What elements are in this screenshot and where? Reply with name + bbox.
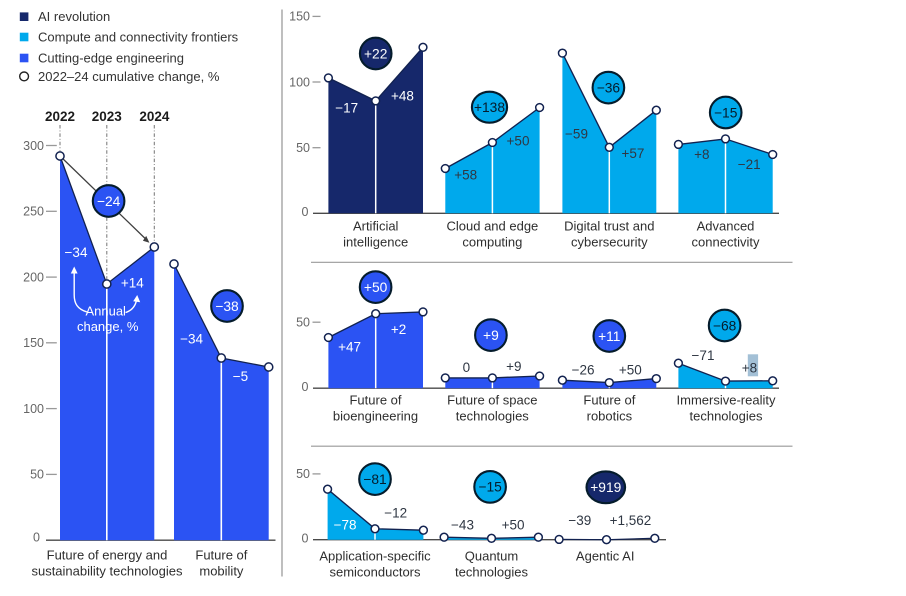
svg-text:Immersive-reality: Immersive-reality bbox=[677, 393, 776, 408]
svg-text:Compute and connectivity front: Compute and connectivity frontiers bbox=[38, 30, 239, 45]
svg-text:Future of: Future of bbox=[195, 548, 247, 563]
svg-text:intelligence: intelligence bbox=[343, 235, 408, 250]
svg-text:−36: −36 bbox=[597, 80, 621, 95]
svg-text:−15: −15 bbox=[478, 480, 502, 495]
svg-text:+8: +8 bbox=[742, 360, 757, 375]
svg-text:0: 0 bbox=[33, 531, 40, 545]
svg-text:technologies: technologies bbox=[455, 565, 528, 580]
svg-text:100: 100 bbox=[23, 402, 44, 416]
svg-text:Cloud and edge: Cloud and edge bbox=[446, 219, 538, 234]
svg-text:change, %: change, % bbox=[77, 319, 139, 334]
svg-text:+14: +14 bbox=[121, 276, 144, 291]
svg-text:Future of: Future of bbox=[583, 393, 635, 408]
svg-text:200: 200 bbox=[23, 270, 44, 284]
svg-text:Digital trust and: Digital trust and bbox=[564, 219, 654, 234]
svg-text:−34: −34 bbox=[180, 332, 203, 347]
svg-text:+11: +11 bbox=[598, 329, 620, 344]
svg-text:Agentic AI: Agentic AI bbox=[576, 549, 635, 564]
svg-text:technologies: technologies bbox=[456, 409, 529, 424]
svg-text:−24: −24 bbox=[97, 194, 121, 209]
svg-text:+57: +57 bbox=[621, 146, 644, 161]
svg-text:300: 300 bbox=[23, 139, 44, 153]
svg-text:Future of space: Future of space bbox=[447, 393, 537, 408]
svg-text:150: 150 bbox=[23, 336, 44, 350]
svg-text:50: 50 bbox=[30, 468, 44, 482]
svg-text:−34: −34 bbox=[65, 245, 88, 260]
svg-text:0: 0 bbox=[302, 380, 309, 394]
svg-text:+47: +47 bbox=[338, 339, 361, 354]
svg-text:50: 50 bbox=[296, 467, 310, 481]
svg-text:−39: −39 bbox=[568, 513, 591, 528]
svg-text:Annual: Annual bbox=[85, 304, 126, 319]
svg-text:−12: −12 bbox=[384, 505, 407, 520]
svg-text:−38: −38 bbox=[215, 299, 239, 314]
svg-text:−21: −21 bbox=[738, 157, 761, 172]
svg-text:50: 50 bbox=[296, 141, 310, 155]
svg-text:connectivity: connectivity bbox=[692, 235, 760, 250]
svg-text:−71: −71 bbox=[692, 348, 715, 363]
svg-text:+138: +138 bbox=[474, 100, 505, 115]
svg-text:Application-specific: Application-specific bbox=[319, 549, 431, 564]
svg-text:−81: −81 bbox=[363, 472, 386, 487]
svg-text:+50: +50 bbox=[502, 518, 525, 533]
svg-text:150: 150 bbox=[289, 10, 310, 24]
svg-text:0: 0 bbox=[302, 205, 309, 219]
svg-text:Artificial: Artificial bbox=[353, 219, 399, 234]
svg-text:−59: −59 bbox=[565, 127, 588, 142]
svg-text:+919: +919 bbox=[590, 480, 621, 495]
svg-text:AI revolution: AI revolution bbox=[38, 9, 110, 24]
svg-text:Quantum: Quantum bbox=[465, 549, 518, 564]
svg-text:+2: +2 bbox=[391, 322, 406, 337]
svg-text:2022: 2022 bbox=[45, 109, 75, 124]
svg-text:technologies: technologies bbox=[690, 409, 763, 424]
svg-text:bioengineering: bioengineering bbox=[333, 409, 418, 424]
svg-text:−15: −15 bbox=[714, 105, 738, 120]
svg-text:computing: computing bbox=[462, 235, 522, 250]
svg-text:+50: +50 bbox=[619, 362, 642, 377]
svg-text:2022–24 cumulative change, %: 2022–24 cumulative change, % bbox=[38, 69, 220, 84]
svg-text:semiconductors: semiconductors bbox=[329, 565, 421, 580]
svg-text:+58: +58 bbox=[454, 168, 477, 183]
svg-text:−17: −17 bbox=[335, 100, 358, 115]
svg-text:Cutting-edge engineering: Cutting-edge engineering bbox=[38, 51, 184, 66]
svg-text:+9: +9 bbox=[483, 328, 499, 343]
svg-text:+9: +9 bbox=[506, 359, 521, 374]
svg-text:+8: +8 bbox=[694, 147, 709, 162]
svg-text:Future of: Future of bbox=[349, 393, 401, 408]
svg-text:−68: −68 bbox=[713, 318, 737, 333]
svg-text:Advanced: Advanced bbox=[697, 219, 755, 234]
svg-text:+22: +22 bbox=[364, 46, 387, 61]
svg-text:100: 100 bbox=[289, 75, 310, 89]
svg-text:sustainability technologies: sustainability technologies bbox=[31, 564, 183, 579]
svg-text:−26: −26 bbox=[572, 363, 595, 378]
svg-text:0: 0 bbox=[463, 360, 471, 375]
svg-text:+50: +50 bbox=[507, 134, 530, 149]
svg-text:2023: 2023 bbox=[92, 109, 123, 124]
svg-text:+48: +48 bbox=[391, 88, 414, 103]
svg-text:cybersecurity: cybersecurity bbox=[571, 235, 648, 250]
svg-text:−5: −5 bbox=[233, 369, 248, 384]
svg-text:0: 0 bbox=[302, 532, 309, 546]
svg-text:+50: +50 bbox=[364, 280, 388, 295]
svg-text:robotics: robotics bbox=[587, 409, 633, 424]
svg-text:+1,562: +1,562 bbox=[610, 513, 652, 528]
svg-text:50: 50 bbox=[296, 316, 310, 330]
svg-text:−78: −78 bbox=[334, 518, 357, 533]
svg-text:mobility: mobility bbox=[199, 564, 244, 579]
svg-text:2024: 2024 bbox=[139, 109, 170, 124]
svg-text:250: 250 bbox=[23, 205, 44, 219]
svg-text:Future of energy and: Future of energy and bbox=[47, 548, 168, 563]
svg-text:−43: −43 bbox=[451, 518, 474, 533]
